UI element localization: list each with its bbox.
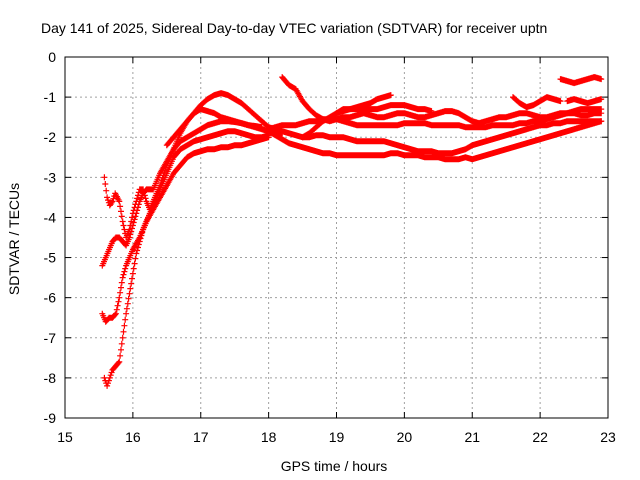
plot-area (99, 74, 605, 389)
y-tick-label: -6 (44, 290, 57, 306)
data-point-markers (333, 102, 435, 117)
y-tick-label: -8 (44, 370, 57, 386)
data-point-markers (510, 94, 564, 111)
y-tick-label: -9 (44, 410, 57, 426)
series-track-i (265, 106, 605, 133)
series-track-d (101, 134, 272, 389)
data-point-markers (564, 96, 605, 107)
y-axis-label: SDTVAR / TECUs (6, 183, 22, 295)
x-tick-label: 17 (193, 429, 209, 445)
data-point-markers (265, 106, 605, 133)
y-tick-label: -4 (44, 209, 57, 225)
y-tick-label: -5 (44, 250, 57, 266)
series-track-b (99, 118, 265, 269)
series-track-l (510, 94, 564, 111)
data-point-markers (99, 118, 265, 269)
x-tick-label: 18 (261, 429, 277, 445)
x-axis-label: GPS time / hours (281, 458, 388, 474)
series-track-m (557, 74, 605, 87)
series-track-k (333, 102, 435, 117)
series-track-n (564, 96, 605, 107)
y-tick-label: 0 (48, 49, 56, 65)
y-tick-label: -2 (44, 129, 57, 145)
data-point-markers (557, 74, 605, 87)
plot-frame (64, 56, 609, 419)
x-tick-label: 15 (57, 429, 73, 445)
x-tick-label: 19 (329, 429, 345, 445)
y-tick-labels: 0 -1 -2 -3 -4 -5 -6 -7 -8 -9 (44, 49, 57, 426)
x-tick-label: 22 (532, 429, 548, 445)
x-tick-labels: 15 16 17 18 19 20 21 22 23 (57, 429, 616, 445)
x-tick-label: 21 (464, 429, 480, 445)
y-tick-label: -1 (44, 89, 57, 105)
y-tick-label: -7 (44, 330, 57, 346)
chart-title: Day 141 of 2025, Sidereal Day-to-day VTE… (41, 20, 547, 36)
y-tick-label: -3 (44, 169, 57, 185)
x-tick-label: 16 (125, 429, 141, 445)
data-point-markers (101, 134, 272, 389)
x-tick-label: 20 (397, 429, 413, 445)
x-tick-label: 23 (600, 429, 616, 445)
